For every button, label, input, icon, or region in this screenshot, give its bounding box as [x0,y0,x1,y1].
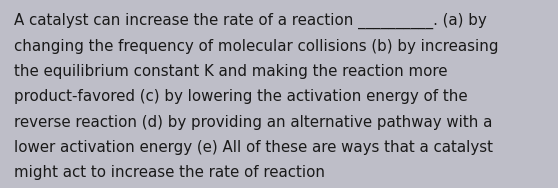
Text: product-favored (c) by lowering the activation energy of the: product-favored (c) by lowering the acti… [14,89,468,104]
Text: the equilibrium constant K and making the reaction more: the equilibrium constant K and making th… [14,64,448,79]
Text: changing the frequency of molecular collisions (b) by increasing: changing the frequency of molecular coll… [14,39,498,54]
Text: might act to increase the rate of reaction: might act to increase the rate of reacti… [14,165,325,180]
Text: lower activation energy (e) All of these are ways that a catalyst: lower activation energy (e) All of these… [14,140,493,155]
Text: reverse reaction (d) by providing an alternative pathway with a: reverse reaction (d) by providing an alt… [14,115,492,130]
Text: A catalyst can increase the rate of a reaction __________. (a) by: A catalyst can increase the rate of a re… [14,13,487,29]
